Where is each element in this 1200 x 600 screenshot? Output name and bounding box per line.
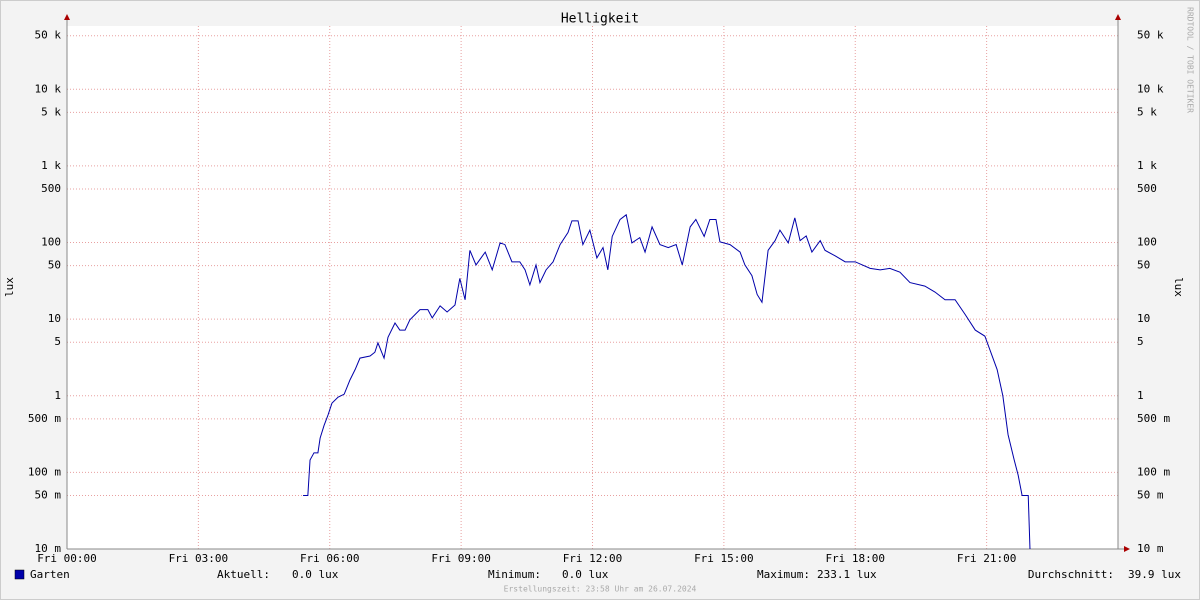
watermark: RRDTOOL / TOBI OETIKER	[1186, 7, 1195, 113]
y-tick-label: 5 k	[41, 105, 61, 118]
y-tick-label: 10 m	[1137, 542, 1164, 555]
y-tick-label: 100	[1137, 236, 1157, 249]
x-tick-label: Fri 21:00	[957, 552, 1017, 565]
y-tick-label: 1	[1137, 389, 1144, 402]
stat-label: Minimum:	[488, 568, 541, 581]
y-tick-label: 500	[1137, 182, 1157, 195]
y-tick-label: 500 m	[1137, 412, 1170, 425]
y-tick-label: 1 k	[41, 159, 61, 172]
y-tick-label: 5 k	[1137, 105, 1157, 118]
axis-arrow	[64, 14, 70, 20]
y-tick-label: 500	[41, 182, 61, 195]
y-tick-label: 5	[54, 335, 61, 348]
y-tick-label: 50 m	[35, 488, 62, 501]
stat-value: 39.9 lux	[1128, 568, 1181, 581]
y-tick-label: 50 m	[1137, 488, 1164, 501]
axis-arrow	[1115, 14, 1121, 20]
x-tick-label: Fri 00:00	[37, 552, 97, 565]
legend-label: Garten	[30, 568, 70, 581]
y-tick-label: 10 m	[35, 542, 62, 555]
x-tick-label: Fri 15:00	[694, 552, 754, 565]
x-tick-label: Fri 09:00	[431, 552, 491, 565]
y-tick-label: 50 k	[35, 29, 62, 42]
y-tick-label: 1	[54, 389, 61, 402]
stat-value: 0.0 lux	[562, 568, 609, 581]
y-tick-label: 50	[1137, 259, 1150, 272]
data-line	[303, 213, 1031, 550]
x-tick-label: Fri 18:00	[825, 552, 885, 565]
y-tick-label: 500 m	[28, 412, 61, 425]
y-tick-label: 100 m	[28, 465, 61, 478]
y-tick-label: 100	[41, 236, 61, 249]
stat-label: Aktuell:	[217, 568, 270, 581]
chart-title: Helligkeit	[561, 12, 639, 27]
footer: Erstellungszeit: 23:58 Uhr am 26.07.2024	[504, 585, 697, 594]
y-tick-label: 50	[48, 259, 61, 272]
stat-label: Maximum:	[757, 568, 810, 581]
x-tick-label: Fri 06:00	[300, 552, 360, 565]
y-tick-label: 1 k	[1137, 159, 1157, 172]
stat-value: 233.1 lux	[817, 568, 877, 581]
y-tick-label: 100 m	[1137, 465, 1170, 478]
legend-swatch	[14, 569, 25, 580]
x-tick-label: Fri 03:00	[169, 552, 229, 565]
y-tick-label: 50 k	[1137, 29, 1164, 42]
y-tick-label: 10	[48, 312, 61, 325]
x-tick-label: Fri 12:00	[563, 552, 623, 565]
y-tick-label: 5	[1137, 335, 1144, 348]
stat-label: Durchschnitt:	[1028, 568, 1114, 581]
y-axis-label: lux	[1172, 277, 1185, 297]
y-tick-label: 10 k	[1137, 82, 1164, 95]
y-tick-label: 10 k	[35, 82, 62, 95]
stat-value: 0.0 lux	[292, 568, 339, 581]
y-axis-label: lux	[3, 277, 16, 297]
y-tick-label: 10	[1137, 312, 1150, 325]
axis-arrow	[1124, 546, 1130, 552]
